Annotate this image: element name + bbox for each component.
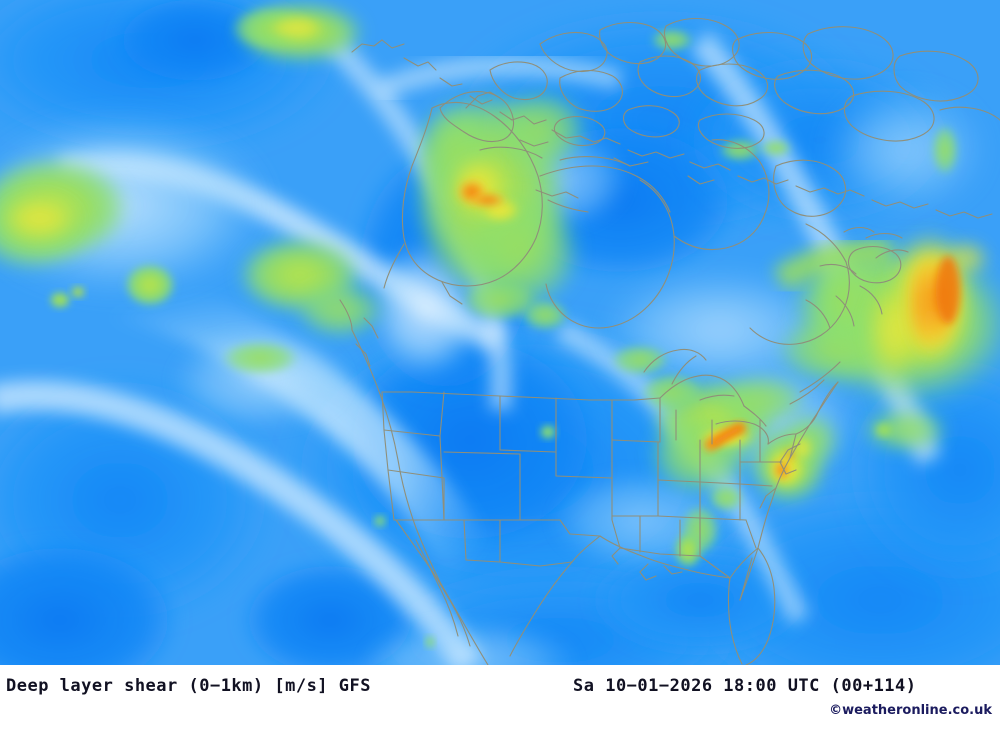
valid-datetime-label: Sa 10−01−2026 18:00 UTC (00+114) [573,676,917,696]
shear-field-orange-maxima [456,178,960,482]
map-raster[interactable] [0,0,1000,665]
parameter-label: Deep layer shear (0−1km) [m/s] GFS [6,676,371,696]
map-footer: Deep layer shear (0−1km) [m/s] GFS Sa 10… [0,665,1000,733]
copyright-label: ©weatheronline.co.uk [829,703,992,718]
map-borders [339,18,1000,665]
forecast-map[interactable] [0,0,1000,665]
